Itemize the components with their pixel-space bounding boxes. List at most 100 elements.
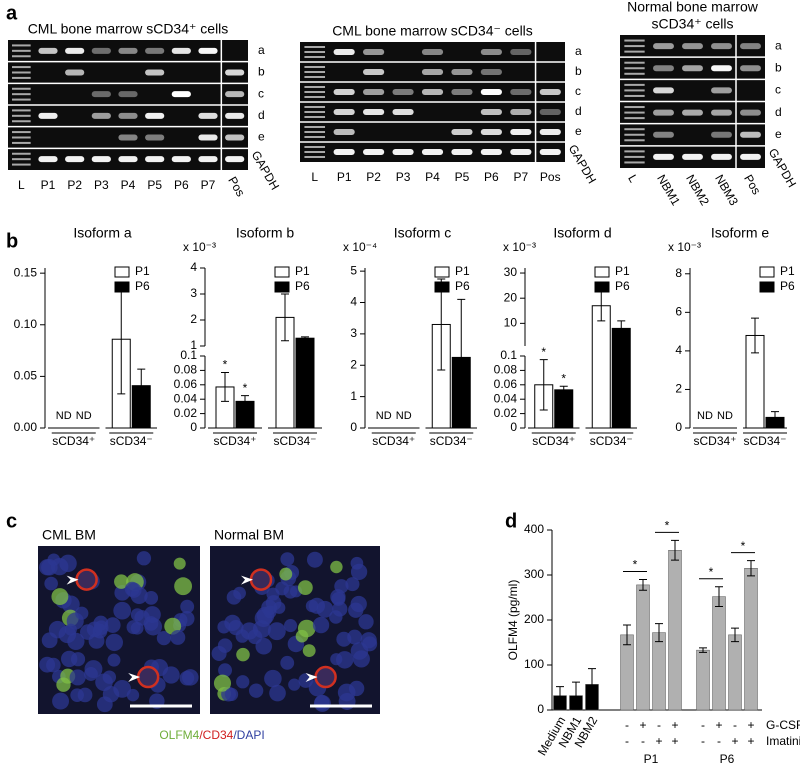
legend-swatch [274, 266, 290, 278]
cell [173, 557, 186, 570]
ladder-band [624, 61, 645, 64]
legend-swatch [434, 281, 450, 293]
error-bar [572, 681, 580, 710]
y-tick-label: 0.04 [174, 391, 198, 405]
gel-band [118, 91, 138, 98]
lane-label: Pos [540, 170, 561, 184]
row-label: e [775, 127, 782, 141]
bar [744, 568, 758, 711]
cd34-cell [249, 568, 273, 591]
cell [113, 679, 132, 698]
cell [66, 612, 84, 630]
lane-label: P3 [396, 170, 411, 184]
gel-band [65, 69, 85, 76]
cell [182, 669, 199, 686]
error-bar [301, 336, 309, 340]
ladder-band [304, 126, 326, 128]
gel-band [225, 112, 245, 119]
row-label: d [775, 105, 782, 119]
cell [284, 619, 298, 633]
error-bar [715, 586, 723, 607]
control-label: GAPDH [766, 146, 799, 190]
control-label: GAPDH [566, 142, 599, 186]
cell [297, 580, 313, 596]
ladder-band [624, 39, 645, 42]
lane-label: L [625, 172, 641, 185]
ladder-band [304, 46, 326, 48]
error-bar [559, 385, 568, 394]
y-tick-label: 30 [504, 265, 518, 279]
error-bar [617, 320, 626, 337]
cell [350, 563, 368, 581]
row-label: d [575, 104, 582, 118]
y-tick-label: 0 [190, 420, 197, 434]
legend-swatch [594, 266, 610, 278]
gel-band [451, 69, 473, 75]
x-tick-label: sCD34⁻ [430, 434, 473, 448]
arrowhead [241, 575, 253, 585]
legend-swatch [434, 266, 450, 278]
gel-band [510, 49, 532, 55]
error-bar [623, 624, 631, 646]
gel-band [38, 112, 58, 119]
cell [179, 611, 195, 627]
cell [360, 632, 377, 649]
gel-band [91, 112, 111, 119]
y-tick-label: 2 [350, 357, 357, 371]
treatment-mark: - [641, 734, 645, 748]
legend-label: P6 [295, 279, 310, 293]
x-tick-label: sCD34⁺ [372, 434, 415, 448]
lane-label: NBM3 [712, 172, 741, 208]
bar [554, 389, 574, 429]
value-label: ND [396, 410, 412, 422]
error-bar [539, 359, 548, 411]
gel-band [421, 49, 444, 55]
gel-band [711, 87, 732, 94]
lane-label: P7 [201, 178, 216, 192]
gel-band [480, 69, 502, 75]
cell [83, 667, 98, 681]
control-label: GAPDH [249, 148, 282, 192]
gel-band [363, 109, 385, 115]
ladder-band [624, 94, 645, 97]
gel-band [653, 43, 674, 50]
ladder-band [12, 114, 31, 117]
cell [130, 608, 144, 622]
gel-band [333, 49, 355, 55]
cell [113, 601, 132, 620]
gel-band [333, 149, 355, 155]
row-label: b [258, 65, 265, 79]
cell [279, 567, 293, 581]
annotation: * [561, 371, 566, 385]
error-bar [771, 411, 779, 424]
lane-label: NBM2 [683, 172, 712, 208]
ladder-band [304, 111, 326, 113]
y-axis-label: OLFM4 (pg/ml) [506, 580, 520, 661]
ladder-band [304, 91, 326, 93]
chart-title: Isoform c [394, 225, 452, 241]
gel-band [421, 69, 444, 75]
ladder-band [304, 146, 326, 148]
cell [39, 656, 56, 673]
cell [261, 599, 277, 616]
arrowhead [305, 673, 318, 683]
y-tick-label: 4 [675, 343, 682, 357]
lane-label: P4 [121, 178, 136, 192]
treatment-mark: + [671, 718, 678, 732]
row-label: e [575, 124, 582, 138]
gel-title: CML bone marrow sCD34⁺ cells [28, 21, 229, 37]
y-tick-label: 200 [524, 612, 544, 626]
cell [358, 614, 374, 630]
y-tick-label: 0.08 [494, 363, 518, 377]
gel-band [539, 109, 561, 115]
lane-label: P5 [147, 178, 162, 192]
y-tick-label: 3 [350, 326, 357, 340]
cell [224, 687, 239, 702]
ladder-band [12, 55, 31, 58]
cell [269, 684, 286, 702]
cd34-cell [75, 568, 98, 591]
treatment-name: G-CSF [766, 718, 800, 732]
cell [306, 551, 323, 568]
gel-band [118, 47, 138, 54]
ladder-band [624, 128, 645, 131]
